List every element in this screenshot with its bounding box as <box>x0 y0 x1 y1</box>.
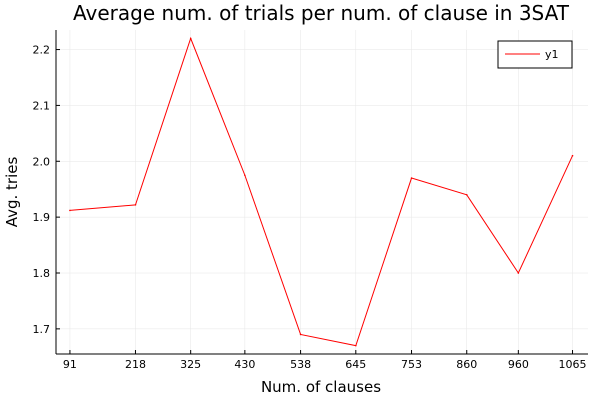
x-axis-label: Num. of clauses <box>261 378 381 396</box>
x-tick-label: 325 <box>180 358 201 371</box>
plot-area-frame <box>56 30 588 354</box>
data-point <box>354 344 357 347</box>
x-tick-label: 218 <box>125 358 146 371</box>
y-tick-label: 1.7 <box>33 323 51 336</box>
series-layer <box>69 36 574 347</box>
data-point <box>244 174 246 177</box>
grid-lines <box>56 30 588 354</box>
data-point <box>134 204 137 206</box>
data-point <box>189 37 192 40</box>
y-tick-label: 1.9 <box>33 211 51 224</box>
series-line-y1 <box>69 36 573 347</box>
y-tick-label: 1.8 <box>33 267 51 280</box>
y-axis-label: Avg. tries <box>3 157 21 228</box>
legend: y1 <box>497 40 573 69</box>
data-point <box>571 154 574 157</box>
x-tick-label: 1065 <box>559 358 587 371</box>
data-point <box>410 177 413 179</box>
legend-label-y1: y1 <box>545 48 559 61</box>
x-tick-label: 860 <box>456 358 477 371</box>
x-tick-label: 91 <box>63 358 77 371</box>
x-axis-ticks: 91 218 325 430 538 645 753 860 960 1065 <box>63 350 587 371</box>
x-tick-label: 430 <box>234 358 255 371</box>
x-tick-label: 645 <box>345 358 366 371</box>
x-tick-label: 753 <box>401 358 422 371</box>
data-point <box>299 333 302 336</box>
x-tick-label: 538 <box>290 358 311 371</box>
data-point <box>69 209 71 212</box>
x-tick-label: 960 <box>508 358 529 371</box>
y-axis-ticks: 1.7 1.8 1.9 2.0 2.1 2.2 <box>33 44 60 336</box>
data-point <box>465 193 468 196</box>
data-point <box>517 272 520 274</box>
y-tick-label: 2.0 <box>33 155 51 168</box>
y-tick-label: 2.1 <box>33 99 51 112</box>
y-tick-label: 2.2 <box>33 44 51 57</box>
chart-title: Average num. of trials per num. of claus… <box>73 1 570 25</box>
